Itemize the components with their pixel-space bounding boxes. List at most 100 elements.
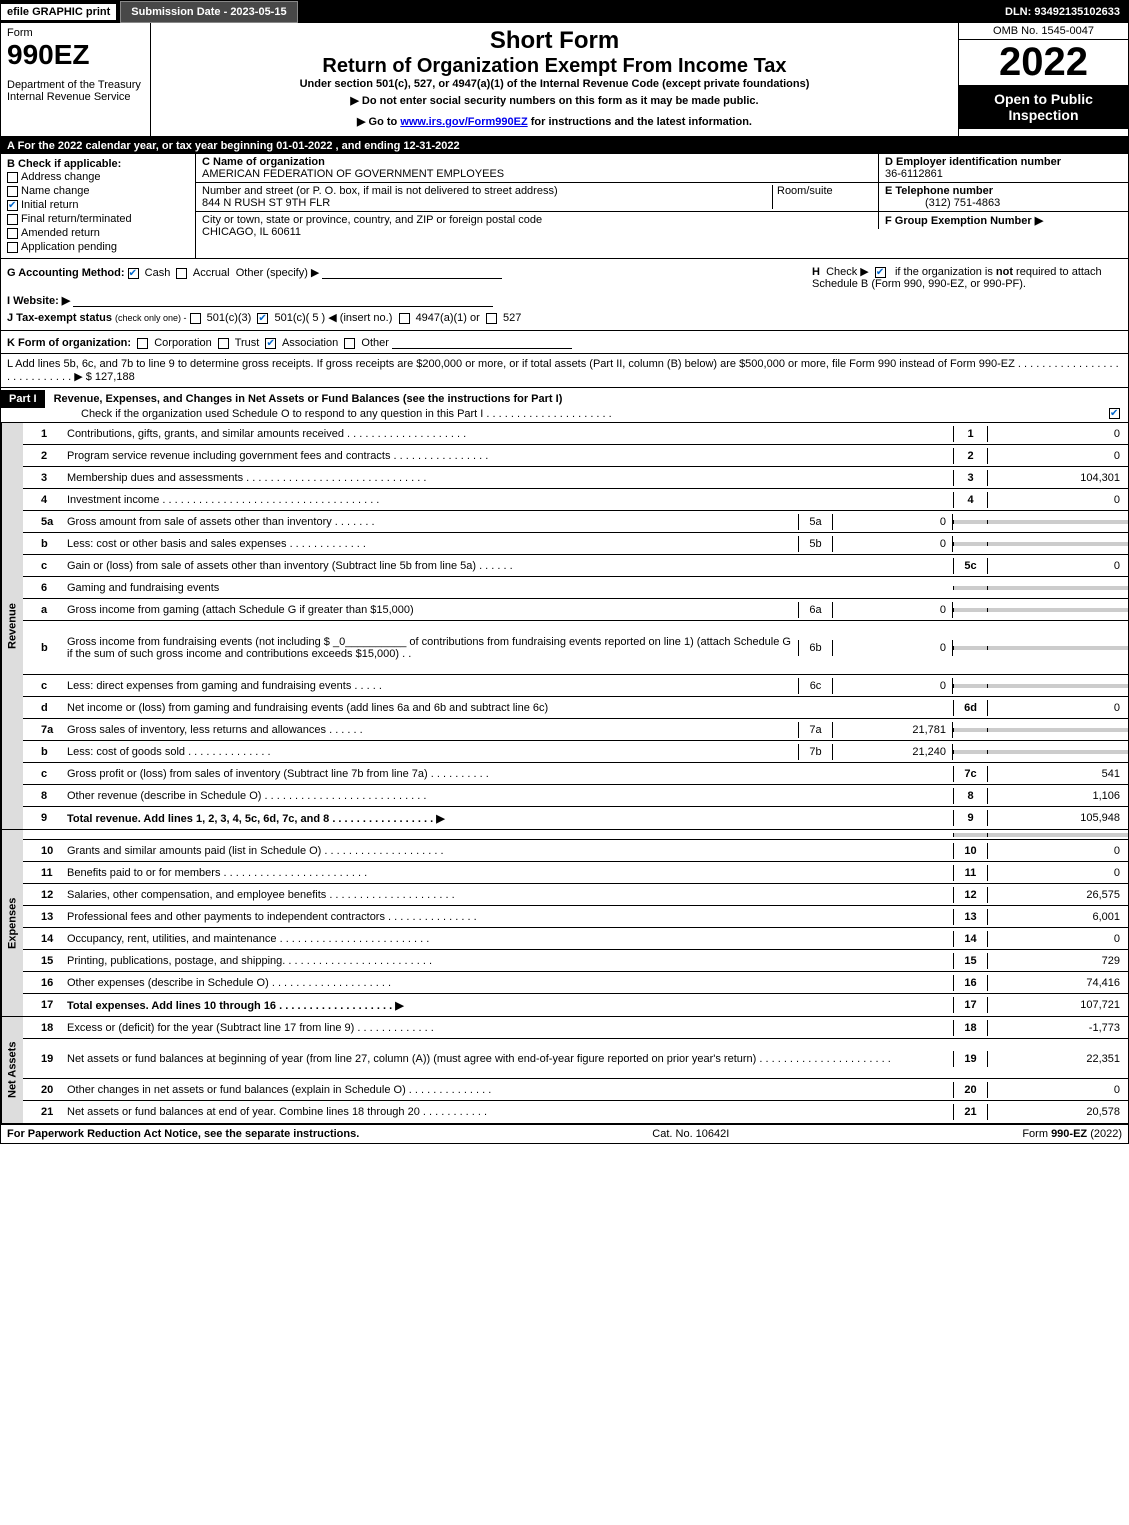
section-c: C Name of organization AMERICAN FEDERATI… xyxy=(196,154,878,258)
header-center: Short Form Return of Organization Exempt… xyxy=(151,23,958,136)
line-10: 10Grants and similar amounts paid (list … xyxy=(23,840,1128,862)
instr2-pre: ▶ Go to xyxy=(357,116,400,128)
revenue-label: Revenue xyxy=(1,423,23,829)
check-schedule-o[interactable] xyxy=(1109,408,1120,419)
check-trust[interactable] xyxy=(218,338,229,349)
page-footer: For Paperwork Reduction Act Notice, see … xyxy=(1,1125,1128,1143)
line-6b: bGross income from fundraising events (n… xyxy=(23,621,1128,675)
line-7c: cGross profit or (loss) from sales of in… xyxy=(23,763,1128,785)
netassets-lines: 18Excess or (deficit) for the year (Subt… xyxy=(23,1017,1128,1123)
line-20: 20Other changes in net assets or fund ba… xyxy=(23,1079,1128,1101)
other-org-input[interactable] xyxy=(392,335,572,349)
group-exemption-cell: F Group Exemption Number ▶ xyxy=(878,212,1128,229)
check-501c3[interactable] xyxy=(190,313,201,324)
line-l: L Add lines 5b, 6c, and 7b to line 9 to … xyxy=(1,354,1128,388)
line-16: 16Other expenses (describe in Schedule O… xyxy=(23,972,1128,994)
line-j: J Tax-exempt status (check only one) - 5… xyxy=(7,311,812,324)
check-amended[interactable]: Amended return xyxy=(7,226,189,240)
line-21: 21Net assets or fund balances at end of … xyxy=(23,1101,1128,1123)
section-b-checkboxes: B Check if applicable: Address change Na… xyxy=(1,154,196,258)
return-title: Return of Organization Exempt From Incom… xyxy=(161,55,948,78)
street-label: Number and street (or P. O. box, if mail… xyxy=(202,185,558,197)
check-schedule-b[interactable] xyxy=(875,267,886,278)
ein-cell: D Employer identification number 36-6112… xyxy=(878,154,1128,183)
org-name-cell: C Name of organization AMERICAN FEDERATI… xyxy=(196,154,878,183)
line-1: 1Contributions, gifts, grants, and simil… xyxy=(23,423,1128,445)
check-initial-return[interactable]: Initial return xyxy=(7,198,189,212)
instruction-2: ▶ Go to www.irs.gov/Form990EZ for instru… xyxy=(161,111,948,132)
dept-label: Department of the Treasury Internal Reve… xyxy=(7,79,144,103)
omb-number: OMB No. 1545-0047 xyxy=(959,23,1128,40)
check-cash[interactable] xyxy=(128,268,139,279)
line-9: 9Total revenue. Add lines 1, 2, 3, 4, 5c… xyxy=(23,807,1128,829)
line-k: K Form of organization: Corporation Trus… xyxy=(1,331,1128,354)
form-label: Form xyxy=(7,27,144,39)
section-b-f: B Check if applicable: Address change Na… xyxy=(1,154,1128,259)
line-7a: 7aGross sales of inventory, less returns… xyxy=(23,719,1128,741)
check-accrual[interactable] xyxy=(176,268,187,279)
website-input[interactable] xyxy=(73,293,493,307)
part-1-check-text: Check if the organization used Schedule … xyxy=(81,408,612,420)
row-g-h-i-j: G Accounting Method: Cash Accrual Other … xyxy=(1,259,1128,331)
footer-catalog: Cat. No. 10642I xyxy=(652,1128,729,1140)
line-g: G Accounting Method: Cash Accrual Other … xyxy=(7,265,812,279)
city-label: City or town, state or province, country… xyxy=(202,214,542,226)
part-1-label: Part I xyxy=(1,390,45,408)
k-label: K Form of organization: xyxy=(7,337,131,349)
f-label: F Group Exemption Number ▶ xyxy=(885,215,1043,227)
check-501c[interactable] xyxy=(257,313,268,324)
instruction-1: ▶ Do not enter social security numbers o… xyxy=(161,90,948,111)
city-cell: City or town, state or province, country… xyxy=(196,212,878,240)
line-15: 15Printing, publications, postage, and s… xyxy=(23,950,1128,972)
line-19: 19Net assets or fund balances at beginni… xyxy=(23,1039,1128,1079)
form-container: efile GRAPHIC print Submission Date - 20… xyxy=(0,0,1129,1144)
check-527[interactable] xyxy=(486,313,497,324)
line-13: 13Professional fees and other payments t… xyxy=(23,906,1128,928)
check-assoc[interactable] xyxy=(265,338,276,349)
part-1-title: Revenue, Expenses, and Changes in Net As… xyxy=(48,393,563,405)
under-section: Under section 501(c), 527, or 4947(a)(1)… xyxy=(161,78,948,90)
netassets-label: Net Assets xyxy=(1,1017,23,1123)
org-name: AMERICAN FEDERATION OF GOVERNMENT EMPLOY… xyxy=(202,168,504,180)
form-number: 990EZ xyxy=(7,39,144,71)
line-5b: bLess: cost or other basis and sales exp… xyxy=(23,533,1128,555)
ein-value: 36-6112861 xyxy=(885,168,943,180)
line-7b: bLess: cost of goods sold . . . . . . . … xyxy=(23,741,1128,763)
b-title: B Check if applicable: xyxy=(7,158,189,170)
line-14: 14Occupancy, rent, utilities, and mainte… xyxy=(23,928,1128,950)
check-address-change[interactable]: Address change xyxy=(7,170,189,184)
city-value: CHICAGO, IL 60611 xyxy=(202,226,301,238)
j-sub: (check only one) - xyxy=(115,313,187,323)
room-label: Room/suite xyxy=(772,185,872,209)
expenses-lines: 10Grants and similar amounts paid (list … xyxy=(23,830,1128,1016)
efile-label[interactable]: efile GRAPHIC print xyxy=(1,4,116,20)
line-4: 4Investment income . . . . . . . . . . .… xyxy=(23,489,1128,511)
header-right: OMB No. 1545-0047 2022 Open to Public In… xyxy=(958,23,1128,136)
line-5a: 5aGross amount from sale of assets other… xyxy=(23,511,1128,533)
check-other-org[interactable] xyxy=(344,338,355,349)
row-gh-left: G Accounting Method: Cash Accrual Other … xyxy=(7,265,812,324)
line-17: 17Total expenses. Add lines 10 through 1… xyxy=(23,994,1128,1016)
check-corp[interactable] xyxy=(137,338,148,349)
phone-cell: E Telephone number (312) 751-4863 xyxy=(878,183,1128,212)
revenue-lines: 1Contributions, gifts, grants, and simil… xyxy=(23,423,1128,829)
check-4947[interactable] xyxy=(399,313,410,324)
short-form-title: Short Form xyxy=(161,27,948,55)
c-label: C Name of organization xyxy=(202,156,325,168)
check-app-pending[interactable]: Application pending xyxy=(7,240,189,254)
dln-label: DLN: 93492135102633 xyxy=(997,4,1128,20)
line-11: 11Benefits paid to or for members . . . … xyxy=(23,862,1128,884)
line-6: 6Gaming and fundraising events xyxy=(23,577,1128,599)
line-i: I Website: ▶ xyxy=(7,293,812,307)
line-6a: aGross income from gaming (attach Schedu… xyxy=(23,599,1128,621)
irs-link[interactable]: www.irs.gov/Form990EZ xyxy=(400,116,527,128)
line-5c: cGain or (loss) from sale of assets othe… xyxy=(23,555,1128,577)
phone-value: (312) 751-4863 xyxy=(885,197,1000,209)
street-value: 844 N RUSH ST 9TH FLR xyxy=(202,197,330,209)
other-specify-input[interactable] xyxy=(322,265,502,279)
d-label: D Employer identification number xyxy=(885,156,1061,168)
check-final-return[interactable]: Final return/terminated xyxy=(7,212,189,226)
check-name-change[interactable]: Name change xyxy=(7,184,189,198)
g-label: G Accounting Method: xyxy=(7,267,125,279)
line-h: H Check ▶ if the organization is not req… xyxy=(812,265,1122,324)
